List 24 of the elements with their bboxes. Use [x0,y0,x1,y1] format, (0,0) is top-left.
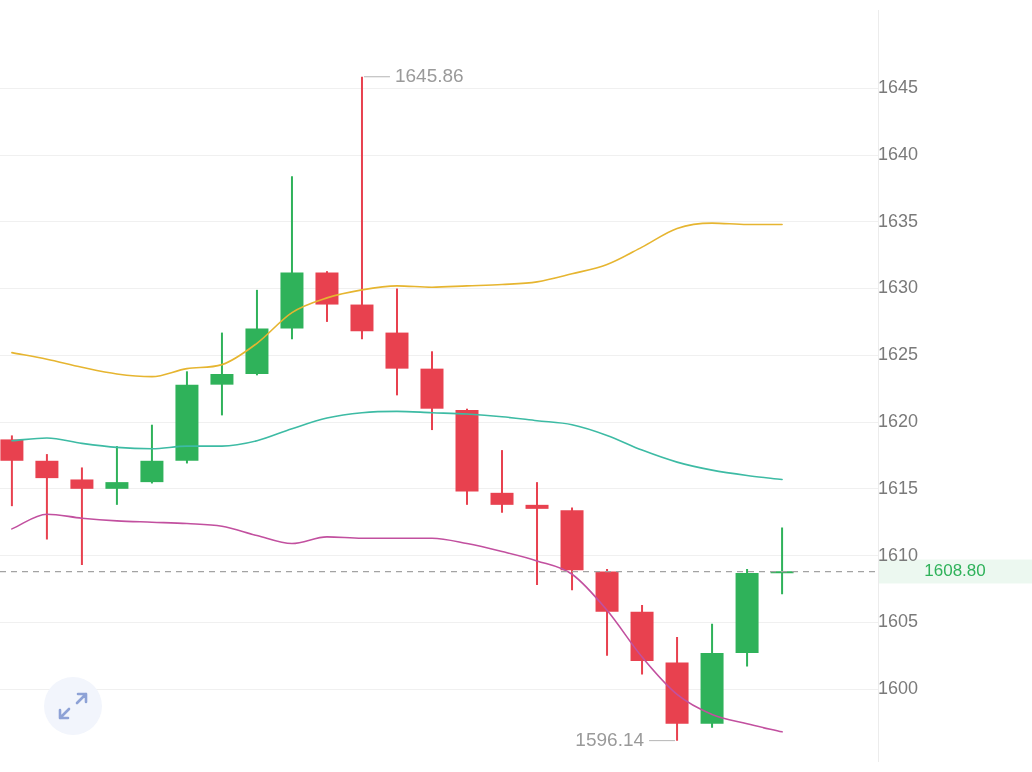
y-tick-label: 1625 [878,344,919,365]
candlestick [140,423,164,485]
annotation: 1645.86 [394,64,464,86]
y-tick-label: 1635 [878,210,919,231]
candlestick [350,75,374,341]
y-tick-label: 1645 [878,77,919,98]
candlestick [525,481,549,586]
y-tick-label: 1620 [878,411,919,432]
y-tick-label: 1615 [878,477,919,498]
candlestick [105,445,129,506]
candlestick [70,466,94,566]
y-tick-label: 1600 [878,678,919,699]
candlestick [35,453,59,541]
candlestick [0,434,24,508]
y-tick-label: 1610 [878,544,919,565]
candlestick [490,449,514,514]
ref-line-label: 1608.80 [924,561,986,581]
y-tick-label: 1640 [878,143,919,164]
line-series [11,222,783,378]
y-tick-label: 1630 [878,277,919,298]
annotation: 1596.14 [575,728,645,750]
candlestick [210,331,234,417]
line-series [11,513,783,733]
y-tick-label: 1605 [878,611,919,632]
